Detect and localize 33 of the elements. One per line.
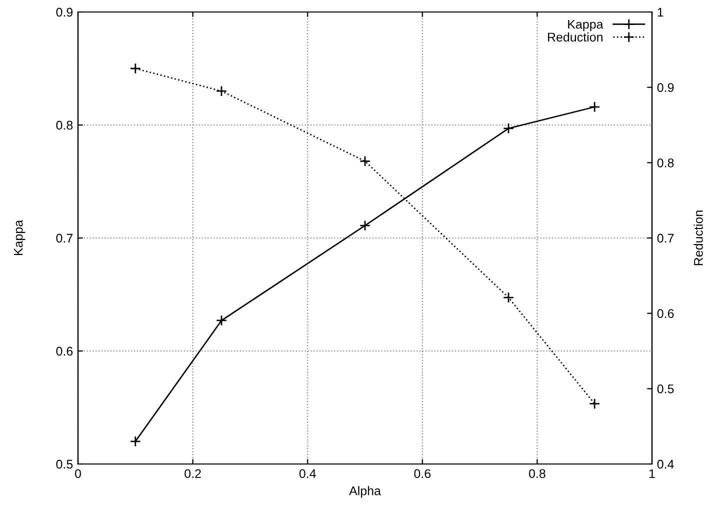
legend-label: Kappa (568, 20, 604, 32)
point (502, 292, 514, 304)
x-tick-label: 0.8 (529, 469, 546, 478)
y-tick-label: 0.6 (56, 346, 73, 356)
point (502, 122, 514, 134)
y2-tick-label: 0.6 (657, 309, 674, 318)
point (130, 436, 141, 447)
x-tick-label: 0 (75, 469, 81, 478)
y2-tick-label: 1 (658, 8, 664, 17)
x-tick-label: 0.6 (414, 469, 431, 478)
x-tick-label: 0.2 (184, 469, 201, 478)
y2-tick-label: 0.4 (657, 460, 674, 469)
y-axis-title: Kappa (14, 220, 26, 256)
y2-tick-label: 0.7 (657, 234, 674, 243)
point (589, 101, 600, 112)
y2-axis-title: Reduction (694, 210, 703, 266)
point (359, 156, 371, 167)
legend-label: Reduction (548, 32, 602, 42)
y-tick-label: 0.5 (56, 460, 73, 469)
y2-tick-label: 0.8 (657, 158, 674, 168)
y-tick-label: 0.8 (56, 120, 73, 130)
y2-tick-label: 0.5 (657, 384, 674, 394)
x-tick-label: 0.4 (299, 469, 316, 478)
point (216, 86, 228, 97)
x-tick-label: 1 (649, 469, 655, 478)
point (216, 314, 228, 326)
y-tick-label: 0.7 (56, 234, 73, 243)
y2-tick-label: 0.9 (657, 83, 674, 92)
point (589, 398, 600, 410)
y-tick-label: 0.9 (56, 8, 73, 17)
point (130, 62, 141, 74)
x-axis-title: Alpha (349, 486, 381, 498)
point (359, 220, 371, 232)
